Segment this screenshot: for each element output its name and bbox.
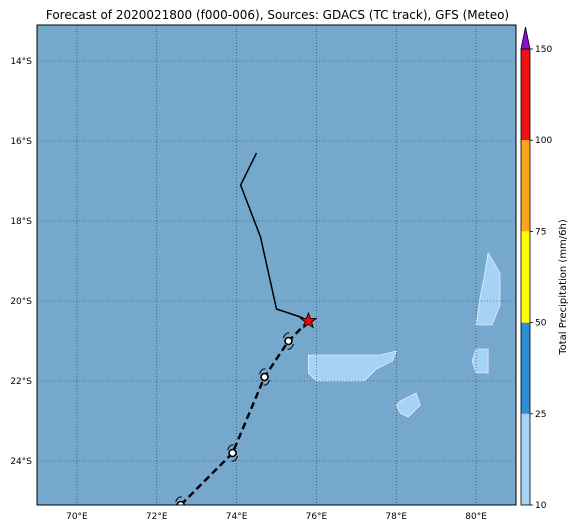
colorbar-tick-label: 10	[535, 501, 547, 511]
precip-patch-south	[395, 392, 421, 418]
colorbar-frame	[520, 48, 531, 506]
lon-tick-label: 70°E	[66, 512, 88, 522]
forecast-track-line	[179, 320, 310, 505]
cyclone-arm	[287, 343, 294, 350]
forecast-point	[176, 500, 185, 505]
axes: 14°S 16°S 18°S 20°S 22°S 24°S 70°E 72°E 74°E 76°E…	[10, 57, 487, 522]
map-title: Forecast of 2020021800 (f000-006), Sourc…	[45, 8, 510, 22]
cyclone-arm	[259, 368, 266, 375]
cyclone-arm	[231, 455, 239, 462]
current-position-star-icon	[299, 311, 318, 329]
lat-tick-label: 16°S	[10, 137, 32, 147]
lon-tick-label: 74°E	[226, 512, 248, 522]
forecast-point	[228, 448, 237, 458]
lat-tick-label: 24°S	[10, 457, 32, 467]
past-track-line	[239, 152, 309, 322]
colorbar-tick-label: 25	[535, 410, 546, 420]
colorbar-extend-arrow	[520, 26, 531, 50]
colorbar-segment	[521, 49, 530, 141]
colorbar: 10 25 50 75 100 150 Total Precipitation (mm/6h…	[520, 26, 569, 511]
colorbar-tick-label: 100	[535, 136, 552, 146]
colorbar-segment	[521, 413, 530, 505]
cyclone-symbol-icon	[227, 444, 239, 462]
map-frame	[36, 24, 517, 506]
colorbar-segment	[521, 140, 530, 232]
lat-tick-label: 14°S	[10, 57, 32, 67]
map-area	[37, 25, 516, 513]
cyclone-symbol-icon	[175, 496, 186, 513]
cyclone-arm	[227, 444, 234, 451]
forecast-point	[284, 336, 293, 346]
colorbar-label: Total Precipitation (mm/6h)	[558, 219, 569, 356]
cyclone-arm	[283, 332, 290, 339]
lon-tick-label: 72°E	[146, 512, 168, 522]
colorbar-segment	[521, 322, 530, 414]
lat-tick-label: 20°S	[10, 297, 32, 307]
precip-patch-central	[308, 350, 397, 382]
lon-tick-label: 76°E	[306, 512, 328, 522]
ocean-background	[37, 25, 516, 505]
colorbar-tick-label: 150	[535, 45, 552, 55]
lat-tick-label: 22°S	[10, 377, 32, 387]
cyclone-arm	[180, 508, 186, 513]
colorbar-tick-label: 50	[535, 319, 547, 329]
precip-patch-east	[475, 252, 501, 326]
cyclone-arm	[263, 379, 270, 386]
forecast-point	[260, 372, 269, 382]
lon-tick-label: 80°E	[465, 512, 487, 522]
cyclone-symbol-icon	[283, 332, 294, 350]
cyclone-arm	[175, 496, 182, 503]
colorbar-tick-label: 75	[535, 227, 546, 237]
lat-tick-label: 18°S	[10, 217, 32, 227]
cyclone-symbol-icon	[259, 368, 270, 386]
lon-tick-label: 78°E	[385, 512, 407, 522]
colorbar-segment	[521, 231, 530, 323]
